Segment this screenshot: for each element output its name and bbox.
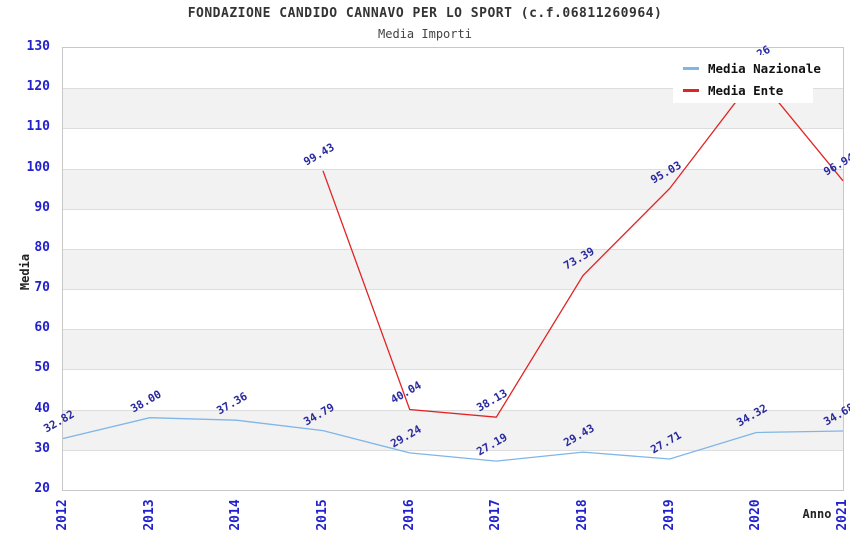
x-axis-tick: 2018 — [575, 499, 590, 531]
plot-band — [63, 409, 843, 450]
legend-line-swatch — [683, 66, 699, 70]
x-axis-tick: 2014 — [228, 499, 244, 531]
x-axis-title: Anno — [802, 507, 832, 521]
x-axis-tick: 2016 — [401, 499, 417, 531]
x-axis-tick: 2020 — [748, 499, 764, 531]
gridline — [63, 289, 843, 291]
legend: Media Nazionale Media Ente — [673, 55, 821, 103]
series-line-media-nazionale — [62, 417, 844, 462]
x-axis-tick: 2015 — [315, 499, 330, 531]
legend-item: Media Ente — [683, 79, 813, 101]
gridline — [63, 449, 843, 451]
gridline — [63, 88, 843, 90]
gridline — [63, 329, 843, 331]
y-axis-tick: 30 — [34, 440, 50, 456]
y-axis-tick: 90 — [34, 199, 50, 215]
legend-label: Media Ente — [708, 82, 784, 98]
plot-band — [63, 289, 843, 330]
y-axis-tick: 100 — [26, 159, 50, 175]
x-axis-tick: 2021 — [835, 499, 850, 531]
x-axis-tick: 2012 — [55, 499, 70, 531]
y-axis-tick: 80 — [34, 239, 50, 255]
y-axis-tick: 120 — [26, 79, 50, 95]
gridline — [63, 168, 843, 170]
gridline — [63, 208, 843, 210]
y-axis-tick: 70 — [34, 280, 50, 296]
series-line-media-ente — [322, 74, 844, 418]
y-axis-tick: 20 — [34, 481, 50, 496]
legend-item: Media Nazionale — [683, 57, 821, 79]
gridline — [63, 128, 843, 130]
plot-band — [63, 208, 843, 249]
x-axis-tick: 2017 — [488, 499, 504, 531]
y-axis-tick: 40 — [34, 400, 50, 416]
plot-area: 32.82 38.00 37.36 34.79 29.24 27.19 29.43 27.71… — [41, 43, 850, 491]
chart-title: FONDAZIONE CANDIDO CANNAVO PER LO SPORT … — [187, 6, 663, 21]
y-axis-tick: 130 — [26, 39, 50, 54]
y-axis-tick: 110 — [26, 119, 50, 135]
legend-label: Media Nazionale — [708, 60, 821, 76]
legend-line-swatch — [683, 88, 699, 92]
gridline — [63, 409, 843, 411]
y-axis-tick: 50 — [34, 360, 50, 376]
gridline — [63, 369, 843, 371]
x-axis-tick: 2013 — [141, 499, 157, 531]
plot-band — [63, 128, 843, 169]
y-axis-tick: 60 — [34, 320, 50, 336]
plot-band — [63, 329, 843, 370]
chart-subtitle: Media Importi — [378, 27, 472, 41]
plot-band — [63, 168, 843, 209]
plot-band — [63, 248, 843, 290]
x-axis-tick: 2019 — [661, 499, 677, 531]
plot-band — [63, 369, 843, 410]
gridline — [63, 248, 843, 250]
